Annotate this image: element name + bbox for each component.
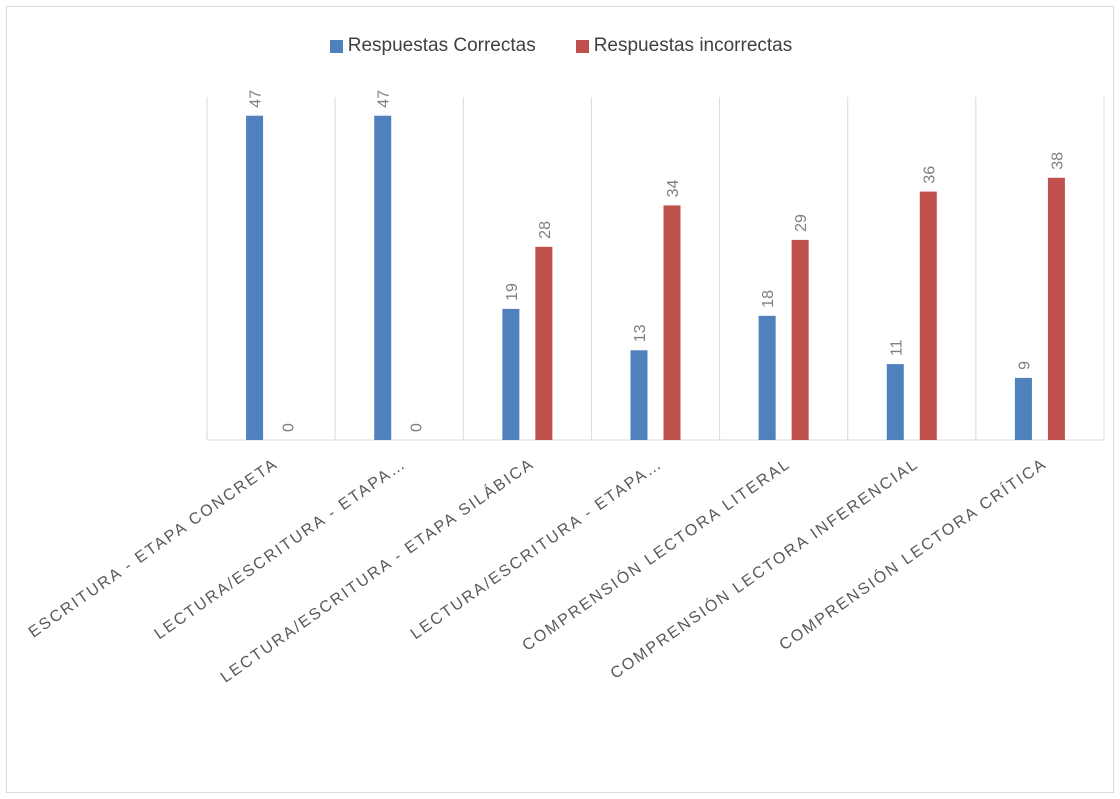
plot-area: 47 0 ESCRITURA - ETAPA CONCRETA 47 0 LECTURA/… <box>26 90 1105 686</box>
category-label: COMPRENSIÓN LECTORA CRÍTICA <box>775 454 1050 654</box>
bar-incorrectas <box>535 246 553 440</box>
data-label-incorrectas: 34 <box>665 180 682 198</box>
category-label: ESCRITURA - ETAPA CONCRETA <box>26 455 282 641</box>
legend-swatch-incorrectas <box>575 39 589 53</box>
bar-incorrectas <box>663 205 681 440</box>
data-label-correctas: 9 <box>1016 361 1033 370</box>
data-label-incorrectas: 38 <box>1049 152 1066 170</box>
data-label-correctas: 13 <box>632 324 649 342</box>
data-label-incorrectas: 29 <box>793 214 810 232</box>
bar-correctas <box>246 115 264 440</box>
legend-label-incorrectas: Respuestas incorrectas <box>593 35 793 56</box>
chart-frame: Respuestas Correctas Respuestas incorrec… <box>6 6 1114 793</box>
bar-incorrectas <box>791 239 809 440</box>
bar-correctas <box>630 350 648 440</box>
bar-correctas <box>502 308 520 440</box>
category-label: LECTURA/ESCRITURA - ETAPA… <box>152 455 410 643</box>
data-label-incorrectas: 28 <box>537 221 554 239</box>
bar-correctas <box>886 364 904 440</box>
legend: Respuestas Correctas Respuestas incorrec… <box>7 31 1115 61</box>
bar-correctas <box>758 315 776 440</box>
data-label-incorrectas: 0 <box>281 423 298 432</box>
legend-entry-incorrectas: Respuestas incorrectas <box>575 35 793 57</box>
data-label-correctas: 11 <box>888 339 905 356</box>
bar-incorrectas <box>1047 177 1065 441</box>
category-label: LECTURA/ESCRITURA - ETAPA… <box>408 455 666 643</box>
category-label: COMPRENSIÓN LECTORA LITERAL <box>518 454 794 655</box>
data-label-correctas: 19 <box>504 283 521 301</box>
data-label-incorrectas: 0 <box>409 423 426 432</box>
data-label-correctas: 18 <box>760 290 777 308</box>
data-label-correctas: 47 <box>248 90 265 108</box>
data-label-incorrectas: 36 <box>921 166 938 184</box>
data-label-correctas: 47 <box>376 90 393 108</box>
legend-swatch-correctas <box>329 39 343 53</box>
bar-incorrectas <box>919 191 937 440</box>
legend-label-correctas: Respuestas Correctas <box>347 35 536 56</box>
legend-entry-correctas: Respuestas Correctas <box>329 35 536 57</box>
bar-correctas <box>1014 377 1032 440</box>
bar-correctas <box>374 115 392 440</box>
